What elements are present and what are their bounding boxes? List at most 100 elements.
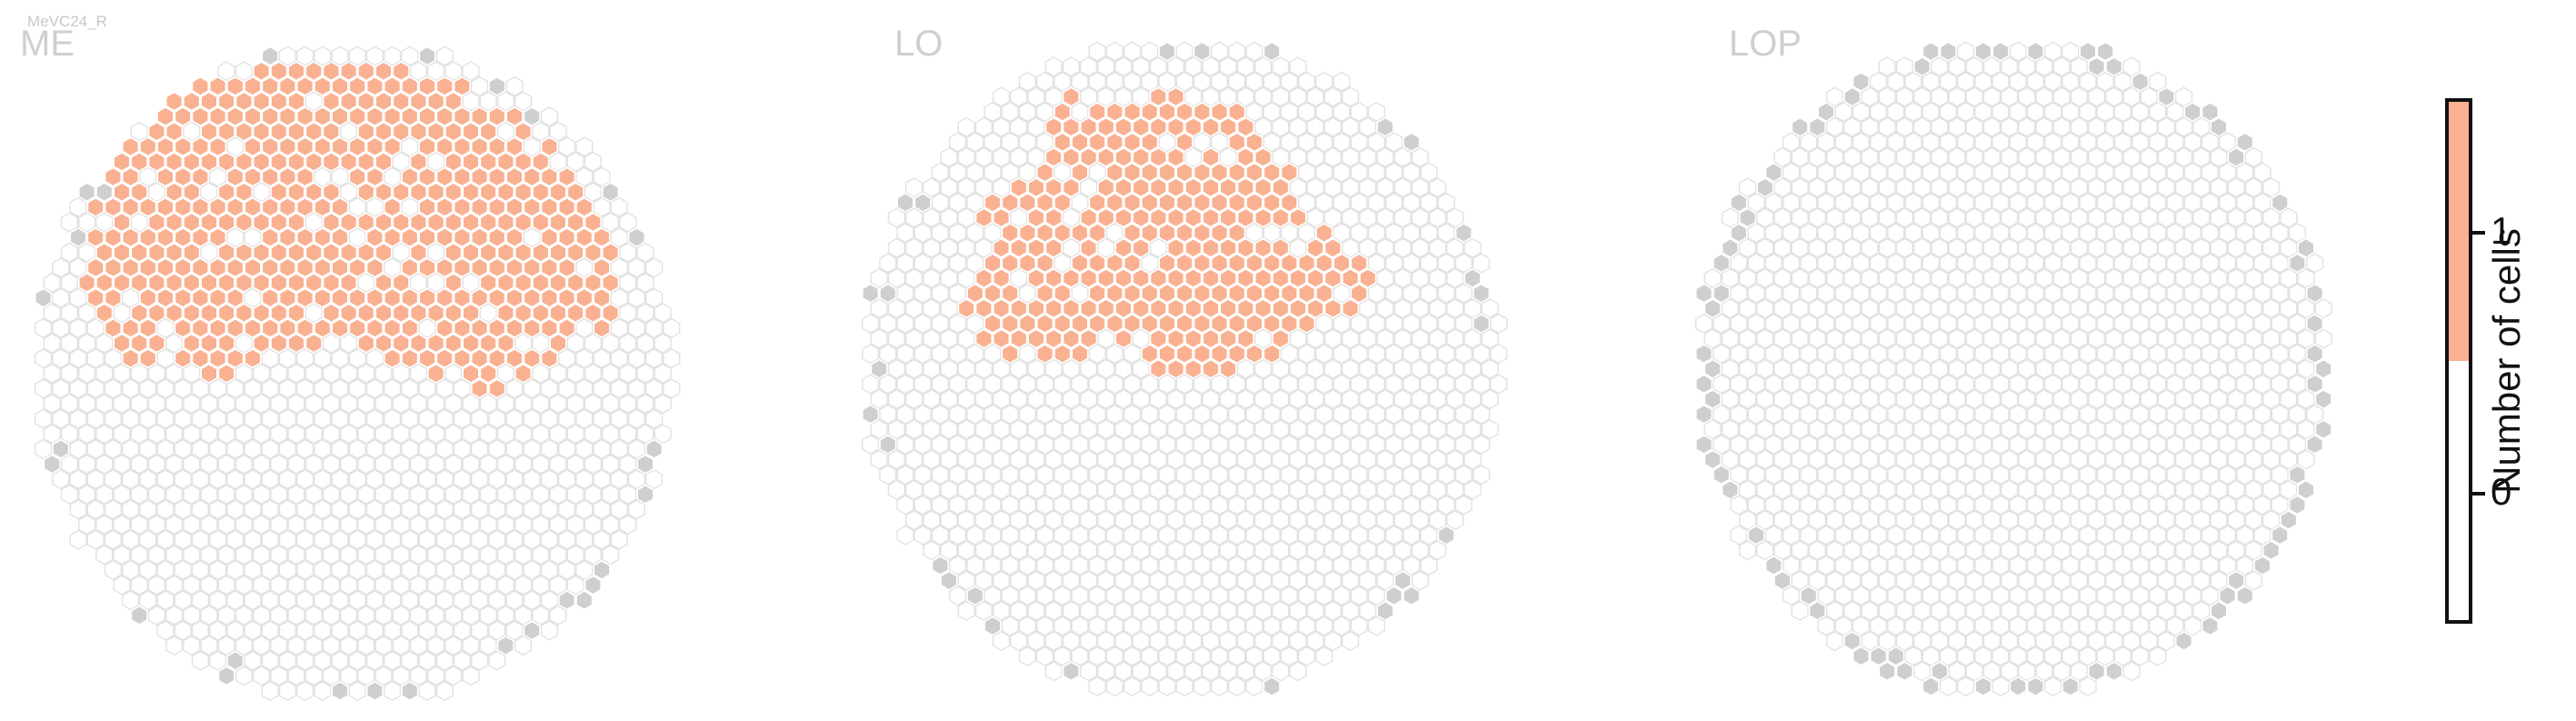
hex-cell-empty	[384, 408, 402, 429]
hex-cell-empty	[1071, 374, 1089, 395]
hex-cell-edge	[2297, 237, 2315, 259]
hex-cell-filled	[1297, 283, 1316, 305]
hex-cell-filled	[191, 257, 210, 278]
hex-cell-empty	[2105, 177, 2123, 198]
hex-cell-empty	[348, 227, 366, 248]
hex-cell-empty	[1149, 479, 1167, 500]
hex-cell-empty	[1263, 555, 1281, 576]
hex-cell-empty	[1922, 374, 1940, 395]
hex-cell-empty	[2062, 313, 2080, 335]
hex-cell-empty	[1826, 479, 1844, 500]
hex-cell-edge	[1808, 600, 1827, 622]
hex-cell-empty	[2297, 328, 2315, 349]
hex-cell-empty	[896, 253, 914, 274]
hex-cell-empty	[374, 605, 393, 626]
hex-cell-empty	[1333, 434, 1351, 456]
hex-cell-edge	[1376, 600, 1394, 622]
hex-cell-empty	[2236, 313, 2254, 335]
hex-cell-empty	[2236, 434, 2254, 456]
hex-cell-filled	[1272, 267, 1290, 289]
hex-cell-empty	[1149, 237, 1167, 258]
hex-cell-empty	[1036, 132, 1054, 153]
hex-cell-filled	[139, 347, 157, 369]
hex-cell-empty	[914, 283, 932, 304]
hex-cell-empty	[1992, 132, 2010, 153]
hex-cell-empty	[78, 514, 96, 536]
hex-cell-empty	[1756, 540, 1774, 561]
hex-cell-empty	[2140, 419, 2158, 440]
hex-cell-empty	[183, 393, 201, 415]
hex-cell-empty	[35, 317, 53, 339]
hex-cell-empty	[957, 479, 975, 500]
hex-cell-empty	[2105, 328, 2123, 349]
hex-cell-empty	[2140, 388, 2158, 410]
hex-cell-empty	[663, 348, 681, 369]
hex-cell-empty	[2070, 479, 2088, 500]
hex-cell-empty	[1878, 479, 1896, 500]
hex-cell-empty	[627, 317, 645, 339]
hex-cell-empty	[923, 479, 941, 500]
hex-cell-filled	[200, 272, 218, 294]
hex-cell-empty	[1939, 374, 1957, 395]
hex-cell-filled	[295, 196, 315, 218]
hex-cell-filled	[235, 181, 254, 203]
hex-cell-filled	[174, 347, 192, 369]
hex-cell-edge	[1403, 585, 1421, 606]
hex-cell-empty	[2052, 449, 2071, 470]
hex-cell-empty	[2210, 449, 2228, 470]
hex-cell-filled	[488, 378, 506, 399]
hex-cell-filled	[278, 105, 297, 127]
hex-cell-empty	[409, 514, 427, 536]
hex-cell-empty	[1088, 616, 1106, 636]
hex-cell-empty	[505, 408, 524, 429]
hex-cell-empty	[949, 404, 967, 425]
hex-cell-empty	[357, 393, 375, 415]
hex-cell-empty	[1965, 449, 1983, 470]
hex-cell-edge	[2026, 41, 2045, 62]
hex-cell-empty	[1791, 509, 1809, 531]
hex-cell-empty	[1957, 101, 1975, 123]
hex-cell-filled	[1097, 176, 1115, 198]
hex-cell-empty	[1342, 358, 1360, 379]
hex-cell-empty	[974, 116, 993, 137]
hex-cell-edge	[1878, 660, 1896, 682]
hex-cell-empty	[505, 469, 524, 490]
hex-cell-empty	[305, 393, 323, 415]
hex-cell-empty	[2009, 404, 2027, 425]
hex-cell-empty	[444, 424, 463, 445]
hex-cell-filled	[183, 333, 201, 354]
hex-cell-empty	[305, 454, 323, 475]
hex-cell-empty	[1254, 388, 1273, 410]
hex-cell-empty	[462, 635, 480, 656]
hex-cell-edge	[1703, 297, 1722, 319]
hex-cell-filled	[1097, 116, 1115, 138]
hex-cell-filled	[287, 333, 305, 354]
hex-cell-filled	[191, 75, 210, 97]
hex-cell-filled	[1079, 328, 1098, 349]
hex-cell-empty	[1429, 358, 1447, 379]
hex-cell-empty	[1878, 509, 1896, 531]
hex-cell-empty	[1376, 146, 1394, 168]
hex-cell-empty	[183, 424, 201, 445]
hex-cell-empty	[1228, 586, 1246, 606]
hex-cell-empty	[2088, 630, 2106, 652]
hex-cell-empty	[43, 393, 61, 415]
hex-cell-filled	[496, 151, 515, 173]
hex-cell-empty	[1289, 449, 1307, 470]
hex-cell-empty	[940, 509, 958, 531]
hex-cell-empty	[217, 514, 235, 536]
hex-cell-empty	[1870, 283, 1888, 304]
hex-cell-edge	[1384, 585, 1403, 606]
hex-cell-edge	[1393, 570, 1412, 591]
hex-cell-filled	[314, 317, 332, 339]
hex-cell-empty	[1922, 132, 1940, 153]
hex-cell-empty	[2236, 162, 2254, 183]
hex-cell-empty	[2132, 101, 2150, 123]
hex-cell-empty	[2122, 419, 2141, 440]
hex-cell-empty	[156, 408, 175, 429]
hex-cell-empty	[949, 223, 967, 244]
hex-cell-empty	[514, 333, 533, 354]
hex-cell-filled	[339, 242, 358, 264]
hex-cell-filled	[1071, 132, 1089, 153]
hex-cell-empty	[1184, 540, 1203, 561]
